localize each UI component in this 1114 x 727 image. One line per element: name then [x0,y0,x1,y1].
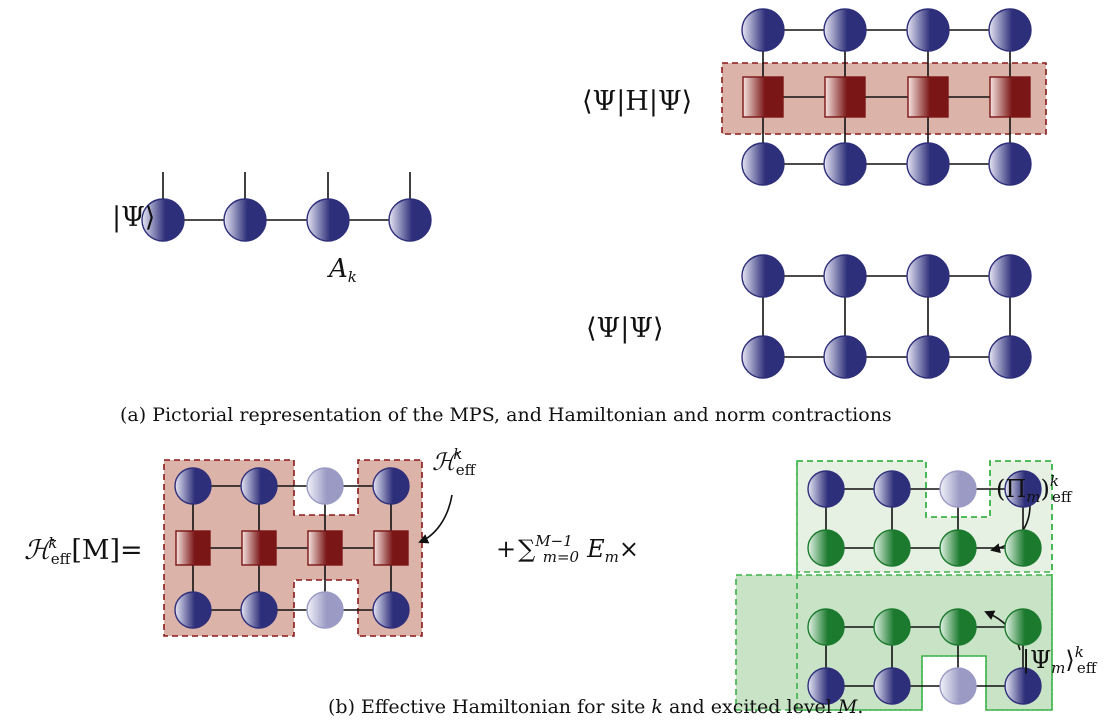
bra-tensor-3 [906,8,950,52]
mpo-tensor-3 [907,76,949,118]
heff-bra-tensor-2 [240,467,278,505]
heff-bra-tensor-3 [306,467,344,505]
heff-ket-tensor-2 [240,591,278,629]
heff-ket-tensor-3 [306,591,344,629]
mpo-tensor-1 [742,76,784,118]
heff-mpo-tensor-4 [373,530,409,566]
proj-green-upper-1 [807,529,845,567]
norm-ket-tensor-2 [823,335,867,379]
bra-tensor-2 [823,8,867,52]
bra-tensor-4 [988,8,1032,52]
heff-annotation-label: ℋeffk [432,445,476,479]
ket-tensor-3 [906,142,950,186]
projector-label: (Πm)keff [996,472,1072,506]
proj-green-lower-2 [873,608,911,646]
mpo-tensor-2 [824,76,866,118]
mps-tensor-2 [223,198,267,242]
norm-label: ⟨Ψ|Ψ⟩ [586,313,664,344]
proj-green-lower-4 [1004,608,1042,646]
norm-bra-tensor-1 [741,254,785,298]
bond-lines [162,29,1031,687]
caption-b: (b) Effective Hamiltonian for site k and… [328,696,864,718]
heff-bra-tensor-1 [174,467,212,505]
ket-tensor-2 [823,142,867,186]
mps-tensor-1 [141,198,185,242]
heff-bra-tensor-4 [372,467,410,505]
heff-pointer-arrow [418,494,453,544]
bra-tensor-1 [741,8,785,52]
norm-bra-tensor-3 [906,254,950,298]
proj-green-upper-4 [1004,529,1042,567]
heff-ket-tensor-1 [174,591,212,629]
heff-lhs-label: ℋeffk [M]= [24,534,143,568]
mps-tensor-4 [388,198,432,242]
ket-tensor-1 [741,142,785,186]
proj-ket-tensor-2 [873,667,911,705]
caption-a: (a) Pictorial representation of the MPS,… [120,404,892,426]
mps-ket-label: |Ψ⟩ [112,202,156,233]
proj-ket-tensor-3 [939,667,977,705]
heff-mpo-tensor-3 [307,530,343,566]
norm-ket-tensor-3 [906,335,950,379]
norm-ket-tensor-1 [741,335,785,379]
mpo-tensor-4 [989,76,1031,118]
proj-bra-tensor-2 [873,470,911,508]
excited-sum-label: +∑M−1m=0 Em× [496,532,639,566]
proj-ket-tensor-4 [1004,667,1042,705]
norm-ket-tensor-4 [988,335,1032,379]
outer-projector-outline [796,460,1053,711]
proj-green-upper-3 [939,529,977,567]
heff-mpo-tensor-2 [241,530,277,566]
mps-tensor-3 [306,198,350,242]
ket-tensor-4 [988,142,1032,186]
proj-green-lower-3 [939,608,977,646]
heff-ket-tensor-4 [372,591,410,629]
norm-bra-tensor-2 [823,254,867,298]
proj-ket-tensor-1 [807,667,845,705]
proj-bra-tensor-1 [807,470,845,508]
site-tensor-label: Ak [329,254,357,286]
heff-mpo-tensor-1 [175,530,211,566]
proj-bra-tensor-3 [939,470,977,508]
tensor-nodes [141,8,1042,705]
excited-ket-label: |Ψm⟩keff [1022,643,1097,677]
proj-bra-tensor-4 [1004,470,1042,508]
mpo-region-a [721,62,1047,135]
norm-bra-tensor-4 [988,254,1032,298]
proj-green-lower-1 [807,608,845,646]
expectation-label: ⟨Ψ|H|Ψ⟩ [582,86,693,117]
proj-green-upper-2 [873,529,911,567]
